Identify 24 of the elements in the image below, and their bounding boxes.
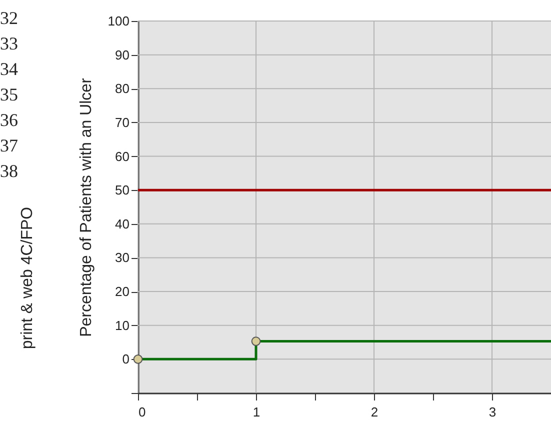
x-tick-label: 2 bbox=[370, 404, 378, 420]
y-tick-label: 90 bbox=[115, 47, 130, 62]
text: 36 bbox=[0, 110, 18, 130]
y-tick-label: 100 bbox=[108, 14, 130, 28]
y-tick-label: 40 bbox=[115, 216, 130, 232]
text: 33 bbox=[0, 34, 18, 54]
y-tick-label: 50 bbox=[115, 182, 130, 198]
text: print & web 4C/FPO bbox=[19, 206, 36, 350]
y-tick-label: 0 bbox=[122, 352, 130, 367]
text: 38 bbox=[0, 161, 18, 181]
y-tick-label: 80 bbox=[115, 81, 130, 96]
y-tick-label: 30 bbox=[115, 250, 130, 266]
text: 32 bbox=[0, 8, 18, 28]
x-tick-label: 3 bbox=[488, 404, 496, 420]
y-axis-title: Percentage of Patients with an Ulcer bbox=[78, 77, 95, 337]
text: 35 bbox=[0, 84, 18, 104]
x-tick-label: 0 bbox=[138, 404, 146, 420]
text: 34 bbox=[0, 59, 18, 79]
x-tick-label: 1 bbox=[252, 404, 260, 420]
y-tick-label: 10 bbox=[115, 318, 130, 333]
text: 37 bbox=[0, 136, 18, 156]
y-tick-label: 70 bbox=[115, 114, 130, 130]
y-tick-label: 60 bbox=[115, 148, 130, 164]
y-tick-label: 20 bbox=[115, 284, 130, 300]
